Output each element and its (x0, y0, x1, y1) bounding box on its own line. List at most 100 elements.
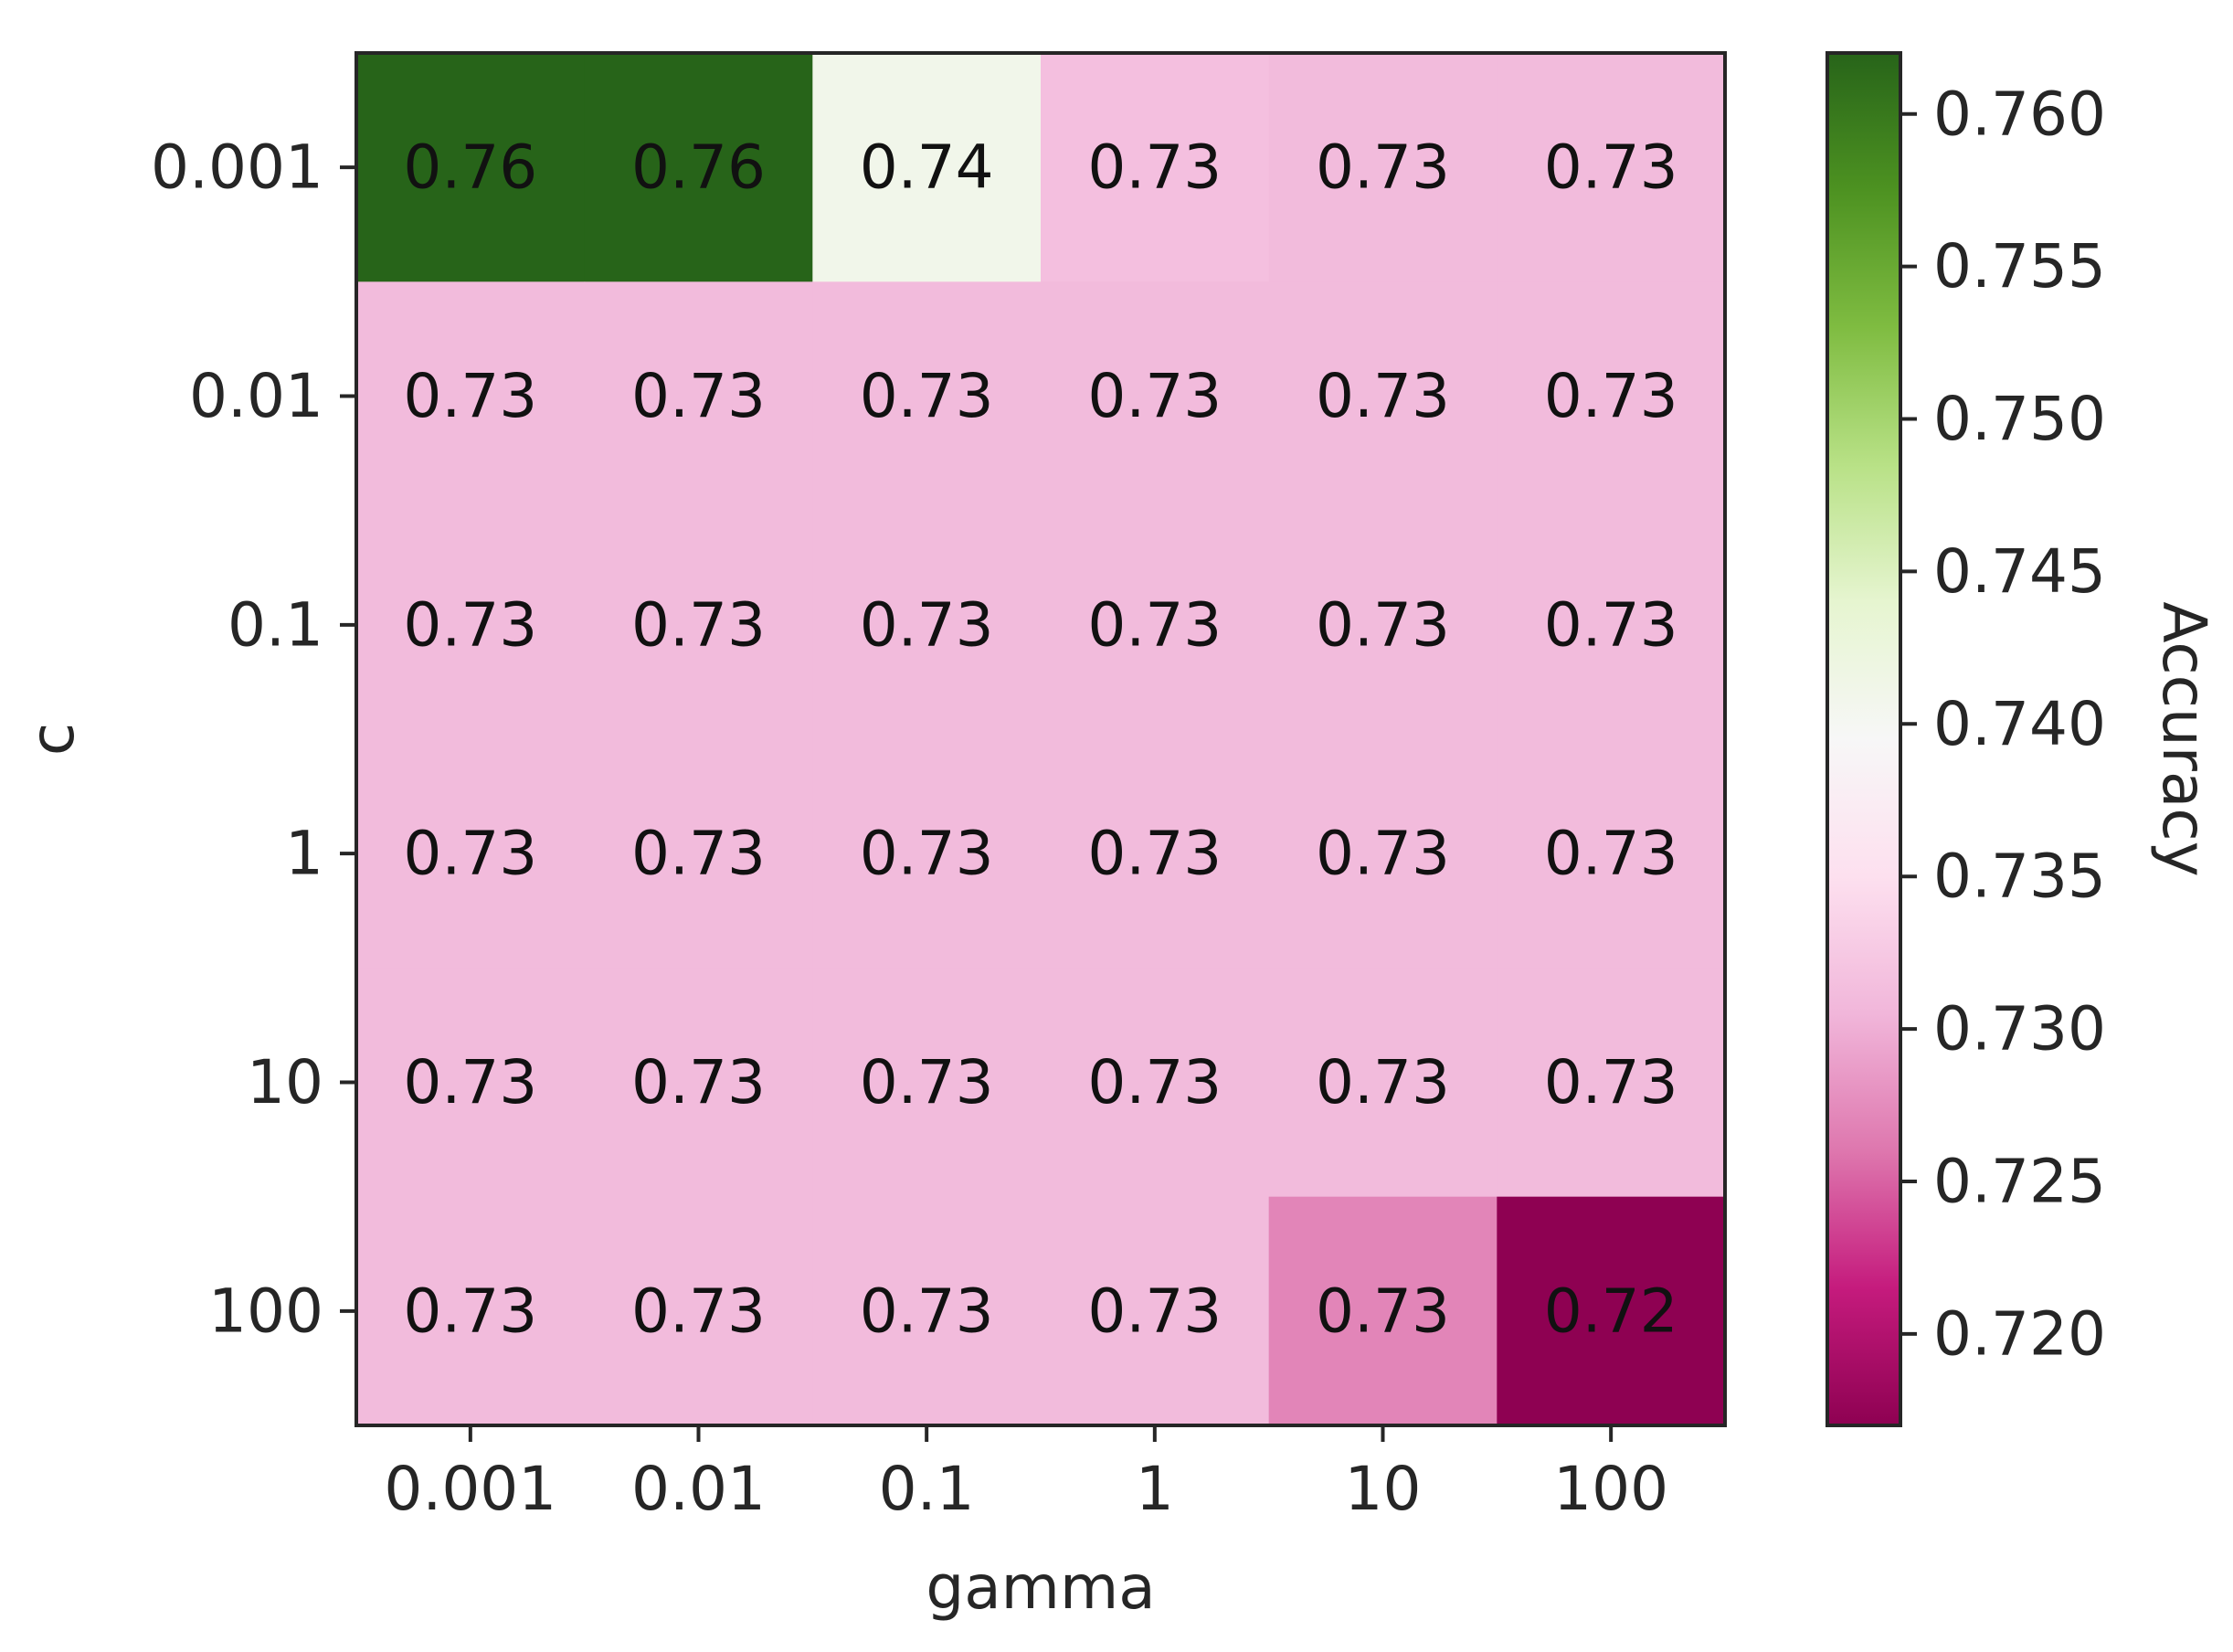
cell-value-label: 0.73 (1087, 819, 1222, 889)
heatmap-cell (1041, 281, 1270, 512)
heatmap-cells (356, 53, 1726, 1426)
heatmap-cell (1041, 53, 1270, 282)
cell-value-label: 0.73 (403, 361, 537, 431)
heatmap-cell (1268, 53, 1497, 282)
heatmap-cell (356, 281, 586, 512)
cell-value-label: 0.73 (1087, 1047, 1222, 1117)
cell-value-label: 0.73 (1087, 361, 1222, 431)
cell-value-label: 0.73 (1544, 589, 1678, 660)
cell-value-label: 0.74 (860, 132, 994, 203)
x-axis-label: gamma (926, 1552, 1155, 1623)
cell-value-label: 0.73 (860, 1276, 994, 1346)
heatmap-cell (1497, 510, 1726, 740)
y-tick-label: 0.01 (189, 361, 323, 431)
cell-value-label: 0.73 (1087, 132, 1222, 203)
heatmap-cell (812, 1196, 1042, 1426)
y-tick-label: 100 (208, 1276, 323, 1346)
x-tick-label: 1 (1136, 1454, 1174, 1524)
cell-value-label: 0.73 (1544, 819, 1678, 889)
heatmap-cell (1497, 281, 1726, 512)
cell-value-label: 0.73 (1316, 132, 1450, 203)
cell-value-label: 0.76 (631, 132, 766, 203)
heatmap-cell (584, 1196, 813, 1426)
cell-value-label: 0.73 (631, 1047, 766, 1117)
heatmap-cell (1268, 510, 1497, 740)
heatmap-cell (812, 739, 1042, 969)
heatmap-cell (1268, 968, 1497, 1198)
cell-value-label: 0.73 (1316, 819, 1450, 889)
heatmap-cell (812, 510, 1042, 740)
heatmap-cell (1268, 281, 1497, 512)
cell-value-label: 0.76 (403, 132, 537, 203)
cell-value-label: 0.73 (1544, 361, 1678, 431)
heatmap-cell (812, 53, 1042, 282)
cell-value-label: 0.73 (1316, 1276, 1450, 1346)
cell-value-label: 0.73 (860, 589, 994, 660)
heatmap-cell (1041, 510, 1270, 740)
colorbar-tick-label: 0.750 (1933, 384, 2106, 454)
cell-value-label: 0.73 (403, 1047, 537, 1117)
heatmap-cell (812, 281, 1042, 512)
heatmap-cell (356, 739, 586, 969)
y-tick-label: 10 (247, 1047, 323, 1117)
y-axis-label: c (17, 723, 88, 756)
heatmap-cell (356, 510, 586, 740)
heatmap-cell (356, 53, 586, 282)
heatmap-cell (812, 968, 1042, 1198)
heatmap-cell (1041, 968, 1270, 1198)
y-tick-label: 0.001 (151, 132, 323, 203)
cell-value-label: 0.73 (860, 361, 994, 431)
colorbar-label: Accuracy (2149, 601, 2219, 876)
x-tick-label: 0.1 (879, 1454, 975, 1524)
cell-value-label: 0.73 (631, 819, 766, 889)
colorbar-tick-label: 0.740 (1933, 689, 2106, 759)
cell-value-label: 0.72 (1544, 1276, 1678, 1346)
cell-value-label: 0.73 (403, 589, 537, 660)
cell-value-label: 0.73 (1544, 1047, 1678, 1117)
y-axis-ticks: 0.001 0.01 0.1 1 10 100 (151, 132, 356, 1346)
cell-value-label: 0.73 (1087, 589, 1222, 660)
x-tick-label: 0.01 (631, 1454, 766, 1524)
x-axis-ticks: 0.001 0.01 0.1 1 10 100 (384, 1425, 1668, 1524)
heatmap-cell (1497, 968, 1726, 1198)
y-tick-label: 1 (285, 819, 323, 889)
cell-value-label: 0.73 (631, 589, 766, 660)
heatmap-cell (584, 739, 813, 969)
cell-value-label: 0.73 (1087, 1276, 1222, 1346)
plot-frame (355, 51, 1727, 1427)
cell-value-label: 0.73 (860, 1047, 994, 1117)
colorbar-ticks: 0.720 0.725 0.730 0.735 0.740 0.745 0.750 0.755… (1900, 79, 2106, 1369)
cell-value-label: 0.73 (403, 1276, 537, 1346)
heatmap-cell (584, 281, 813, 512)
heatmap-cell (1041, 1196, 1270, 1426)
heatmap-cell (584, 510, 813, 740)
colorbar-tick-label: 0.745 (1933, 536, 2106, 607)
heatmap-cell (1268, 1196, 1497, 1426)
heatmap-cell-labels: 0.76 0.76 0.74 0.73 0.73 0.73 0.73 0.73 0.73 0.73… (403, 132, 1677, 1347)
heatmap-cell (356, 1196, 586, 1426)
cell-value-label: 0.73 (1316, 1047, 1450, 1117)
heatmap-cell (584, 968, 813, 1198)
colorbar-tick-label: 0.725 (1933, 1146, 2106, 1216)
cell-value-label: 0.73 (403, 819, 537, 889)
cell-value-label: 0.73 (1544, 132, 1678, 203)
heatmap-cell (1497, 1196, 1726, 1426)
cell-value-label: 0.73 (631, 1276, 766, 1346)
cell-value-label: 0.73 (1316, 361, 1450, 431)
cell-value-label: 0.73 (860, 819, 994, 889)
x-tick-label: 10 (1345, 1454, 1422, 1524)
heatmap-cell (1041, 739, 1270, 969)
x-tick-label: 100 (1553, 1454, 1668, 1524)
cell-value-label: 0.73 (631, 361, 766, 431)
colorbar-tick-label: 0.760 (1933, 79, 2106, 149)
colorbar-tick-label: 0.730 (1933, 994, 2106, 1064)
heatmap-cell (356, 968, 586, 1198)
x-tick-label: 0.001 (384, 1454, 556, 1524)
heatmap-cell (584, 53, 813, 282)
colorbar-tick-label: 0.755 (1933, 231, 2106, 302)
heatmap-cell (1268, 739, 1497, 969)
colorbar-tick-label: 0.720 (1933, 1298, 2106, 1369)
heatmap-cell (1497, 739, 1726, 969)
colorbar (1826, 51, 1902, 1427)
